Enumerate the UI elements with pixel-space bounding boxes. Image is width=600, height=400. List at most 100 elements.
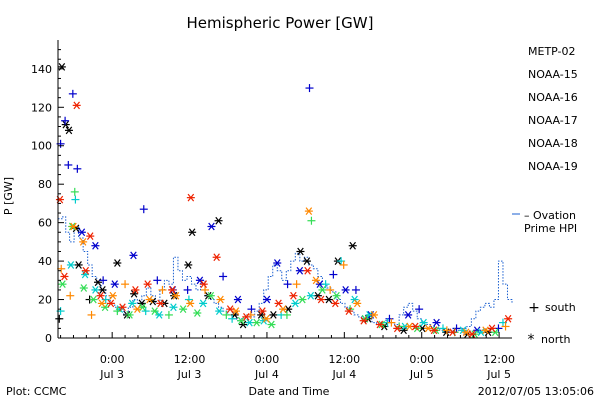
data-point xyxy=(183,285,192,294)
x-tick-label-time: 12:00 xyxy=(483,353,515,366)
data-point xyxy=(350,295,359,304)
data-point xyxy=(324,295,333,304)
data-point xyxy=(452,324,461,333)
data-point xyxy=(215,307,224,315)
data-point xyxy=(70,187,79,196)
legend-item-noaa-15: NOAA-15 xyxy=(528,68,578,81)
data-point xyxy=(332,291,341,300)
data-point xyxy=(153,276,162,285)
legend-item-noaa-17: NOAA-17 xyxy=(528,114,578,127)
data-point xyxy=(481,326,490,335)
data-point xyxy=(419,318,428,327)
x-tick-label-time: 12:00 xyxy=(174,353,206,366)
data-point xyxy=(86,232,95,240)
y-tick-label: 20 xyxy=(38,294,52,307)
series-noaa-18 xyxy=(57,207,510,337)
data-point xyxy=(118,303,127,312)
data-point xyxy=(91,286,100,294)
data-point xyxy=(69,222,78,231)
data-point xyxy=(216,295,225,304)
data-point xyxy=(99,276,108,285)
data-point xyxy=(387,318,396,327)
series-metp-02 xyxy=(55,63,493,339)
data-point xyxy=(242,312,251,321)
data-point xyxy=(61,120,70,129)
data-point xyxy=(247,305,256,314)
data-point xyxy=(432,318,441,327)
data-point xyxy=(504,314,513,323)
x-tick-label-time: 0:00 xyxy=(409,353,434,366)
y-tick-label: 80 xyxy=(38,178,52,191)
y-tick-label: 120 xyxy=(31,101,52,114)
south-marker-label: south xyxy=(545,301,576,314)
marker-key: + south * north xyxy=(528,300,576,348)
ovation-hpi-line xyxy=(58,216,513,333)
data-point xyxy=(351,285,360,294)
data-point xyxy=(87,310,96,319)
data-point xyxy=(145,295,154,304)
data-point xyxy=(344,307,353,315)
data-point xyxy=(393,324,402,333)
data-point xyxy=(442,326,451,335)
data-point xyxy=(164,310,173,319)
data-point xyxy=(302,257,311,265)
data-point xyxy=(385,314,394,323)
data-point xyxy=(438,324,447,333)
series-noaa-19 xyxy=(55,101,513,339)
data-point xyxy=(306,291,315,300)
data-point xyxy=(291,299,300,308)
y-tick-label: 140 xyxy=(31,63,52,76)
data-point xyxy=(329,270,338,279)
data-point xyxy=(282,310,291,319)
data-point xyxy=(415,305,424,314)
data-point xyxy=(141,307,150,316)
data-point xyxy=(66,261,75,269)
data-point xyxy=(68,89,77,98)
data-point xyxy=(89,295,98,304)
data-point xyxy=(125,311,134,319)
data-point xyxy=(289,291,298,300)
legend-ovation-line2: Prime HPI xyxy=(524,222,577,235)
plot-credit: Plot: CCMC xyxy=(6,385,67,398)
x-axis-label: Date and Time xyxy=(249,385,330,398)
north-marker-symbol: * xyxy=(528,332,535,348)
legend: METP-02 NOAA-15 NOAA-16 NOAA-17 NOAA-18 NOAA-… xyxy=(512,45,578,235)
x-tick-label-date: Jul 5 xyxy=(409,368,434,381)
data-point xyxy=(239,320,248,329)
x-tick-label-date: Jul 5 xyxy=(486,368,511,381)
data-point xyxy=(375,320,384,329)
data-point xyxy=(501,322,510,331)
legend-item-noaa-19: NOAA-19 xyxy=(528,160,578,173)
data-point xyxy=(199,280,208,289)
data-point xyxy=(113,307,122,316)
data-point xyxy=(292,280,301,289)
y-axis-label: P [GW] xyxy=(2,177,15,215)
data-point xyxy=(131,286,140,294)
y-tick-label: 40 xyxy=(38,255,52,268)
data-point xyxy=(58,280,67,289)
data-point xyxy=(274,299,283,308)
data-point xyxy=(214,216,223,225)
data-point xyxy=(129,251,138,260)
data-point xyxy=(64,160,73,169)
data-point xyxy=(169,303,178,312)
data-point xyxy=(311,276,320,285)
data-point xyxy=(79,237,88,246)
data-point xyxy=(98,286,107,294)
data-point xyxy=(304,207,313,215)
data-point xyxy=(488,324,497,333)
data-point xyxy=(353,299,362,308)
data-point xyxy=(57,264,66,273)
data-point xyxy=(96,291,105,300)
x-tick-label-date: Jul 4 xyxy=(331,368,356,381)
y-tick-label: 0 xyxy=(45,332,52,345)
data-point xyxy=(269,311,278,319)
north-marker-label: north xyxy=(541,333,571,346)
data-point xyxy=(74,261,83,269)
data-point xyxy=(206,291,215,300)
plot-area: 0 20 40 60 80 100 120 140 0:00 Jul 3 12:00 Jul 3 0:0… xyxy=(31,40,515,381)
data-point xyxy=(110,280,119,289)
data-point xyxy=(273,259,282,267)
series-noaa-15 xyxy=(56,84,503,335)
